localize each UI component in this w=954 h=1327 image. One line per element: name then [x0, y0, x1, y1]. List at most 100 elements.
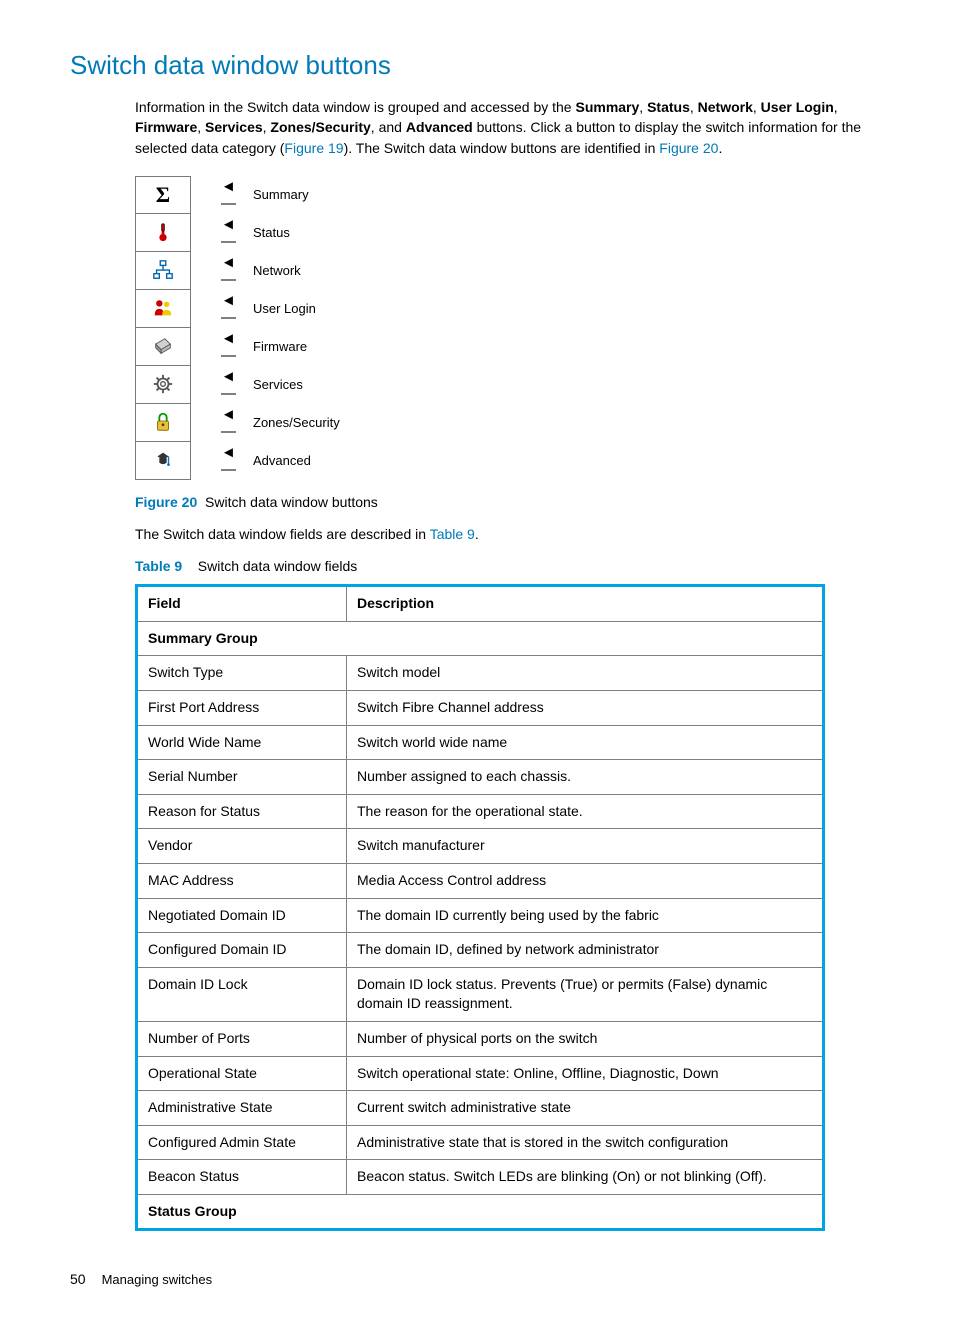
description-cell: Switch model: [347, 656, 824, 691]
fields-table: Field Description Summary GroupSwitch Ty…: [135, 584, 825, 1231]
table-row: Configured Admin StateAdministrative sta…: [137, 1125, 824, 1160]
button-label: Status: [253, 225, 290, 240]
arrow-icon: ◄—: [221, 406, 245, 440]
description-cell: Domain ID lock status. Prevents (True) o…: [347, 967, 824, 1021]
figure-number: Figure 20: [135, 494, 197, 510]
userlogin-button[interactable]: [135, 290, 191, 328]
table-header-row: Field Description: [137, 586, 824, 622]
table-row: Administrative StateCurrent switch admin…: [137, 1091, 824, 1126]
intro-text: Information in the Switch data window is…: [135, 99, 575, 115]
figure-19-link[interactable]: Figure 19: [284, 140, 343, 156]
table-row: VendorSwitch manufacturer: [137, 829, 824, 864]
bold-network: Network: [698, 99, 753, 115]
body-post: .: [475, 526, 479, 542]
arrow-icon: ◄—: [221, 216, 245, 250]
field-cell: Serial Number: [137, 760, 347, 795]
button-row-network: ◄— Network: [135, 252, 884, 290]
table-row: Beacon StatusBeacon status. Switch LEDs …: [137, 1160, 824, 1195]
page-heading: Switch data window buttons: [70, 50, 884, 81]
field-cell: Configured Domain ID: [137, 933, 347, 968]
header-field: Field: [137, 586, 347, 622]
button-label: Zones/Security: [253, 415, 340, 430]
button-row-advanced: ◄— Advanced: [135, 442, 884, 480]
button-row-summary: Σ ◄— Summary: [135, 176, 884, 214]
button-label: Summary: [253, 187, 309, 202]
gear-icon: [152, 373, 174, 395]
status-button[interactable]: [135, 214, 191, 252]
page-footer: 50 Managing switches: [70, 1271, 884, 1287]
bold-services: Services: [205, 119, 263, 135]
field-cell: First Port Address: [137, 690, 347, 725]
table-row: Negotiated Domain IDThe domain ID curren…: [137, 898, 824, 933]
figure-caption-text: Switch data window buttons: [205, 494, 378, 510]
network-icon: [152, 259, 174, 281]
hat-icon: [152, 449, 174, 471]
description-cell: Switch manufacturer: [347, 829, 824, 864]
header-description: Description: [347, 586, 824, 622]
description-cell: Administrative state that is stored in t…: [347, 1125, 824, 1160]
description-cell: Switch operational state: Online, Offlin…: [347, 1056, 824, 1091]
arrow-icon: ◄—: [221, 178, 245, 212]
button-row-status: ◄— Status: [135, 214, 884, 252]
arrow-icon: ◄—: [221, 254, 245, 288]
sigma-icon: Σ: [156, 182, 170, 208]
table-row: Configured Domain IDThe domain ID, defin…: [137, 933, 824, 968]
table-row: Serial NumberNumber assigned to each cha…: [137, 760, 824, 795]
users-icon: [152, 297, 174, 319]
arrow-icon: ◄—: [221, 292, 245, 326]
field-cell: Vendor: [137, 829, 347, 864]
advanced-button[interactable]: [135, 442, 191, 480]
figure-20-link[interactable]: Figure 20: [659, 140, 718, 156]
intro-end: .: [718, 140, 722, 156]
arrow-icon: ◄—: [221, 444, 245, 478]
bold-firmware: Firmware: [135, 119, 197, 135]
button-label: Services: [253, 377, 303, 392]
button-label: Firmware: [253, 339, 307, 354]
button-row-firmware: ◄— Firmware: [135, 328, 884, 366]
field-cell: Negotiated Domain ID: [137, 898, 347, 933]
table-9-link[interactable]: Table 9: [430, 526, 475, 542]
body-pre: The Switch data window fields are descri…: [135, 526, 430, 542]
bold-status: Status: [647, 99, 690, 115]
bold-zones: Zones/Security: [270, 119, 370, 135]
bold-advanced: Advanced: [406, 119, 473, 135]
body-text: The Switch data window fields are descri…: [135, 524, 884, 544]
field-cell: World Wide Name: [137, 725, 347, 760]
field-cell: Number of Ports: [137, 1021, 347, 1056]
thermometer-icon: [152, 221, 174, 243]
description-cell: Switch world wide name: [347, 725, 824, 760]
table-caption: Table 9 Switch data window fields: [135, 558, 884, 574]
button-row-userlogin: ◄— User Login: [135, 290, 884, 328]
field-cell: Domain ID Lock: [137, 967, 347, 1021]
field-cell: MAC Address: [137, 863, 347, 898]
field-cell: Reason for Status: [137, 794, 347, 829]
description-cell: Number of physical ports on the switch: [347, 1021, 824, 1056]
field-cell: Configured Admin State: [137, 1125, 347, 1160]
table-row: MAC AddressMedia Access Control address: [137, 863, 824, 898]
table-row: Number of PortsNumber of physical ports …: [137, 1021, 824, 1056]
bold-summary: Summary: [575, 99, 639, 115]
footer-section: Managing switches: [102, 1272, 213, 1287]
description-cell: Switch Fibre Channel address: [347, 690, 824, 725]
table-row: First Port AddressSwitch Fibre Channel a…: [137, 690, 824, 725]
services-button[interactable]: [135, 366, 191, 404]
lock-icon: [152, 411, 174, 433]
description-cell: Current switch administrative state: [347, 1091, 824, 1126]
network-button[interactable]: [135, 252, 191, 290]
description-cell: The reason for the operational state.: [347, 794, 824, 829]
summary-button[interactable]: Σ: [135, 176, 191, 214]
button-label: User Login: [253, 301, 316, 316]
button-row-zones: ◄— Zones/Security: [135, 404, 884, 442]
bold-userlogin: User Login: [761, 99, 834, 115]
button-label: Network: [253, 263, 301, 278]
button-label: Advanced: [253, 453, 311, 468]
button-panel: Σ ◄— Summary ◄— Status ◄— Network ◄— Use…: [135, 176, 884, 480]
description-cell: The domain ID currently being used by th…: [347, 898, 824, 933]
field-cell: Beacon Status: [137, 1160, 347, 1195]
description-cell: Number assigned to each chassis.: [347, 760, 824, 795]
table-row: Operational StateSwitch operational stat…: [137, 1056, 824, 1091]
firmware-button[interactable]: [135, 328, 191, 366]
field-cell: Switch Type: [137, 656, 347, 691]
intro-post1: ). The Switch data window buttons are id…: [344, 140, 660, 156]
zones-button[interactable]: [135, 404, 191, 442]
